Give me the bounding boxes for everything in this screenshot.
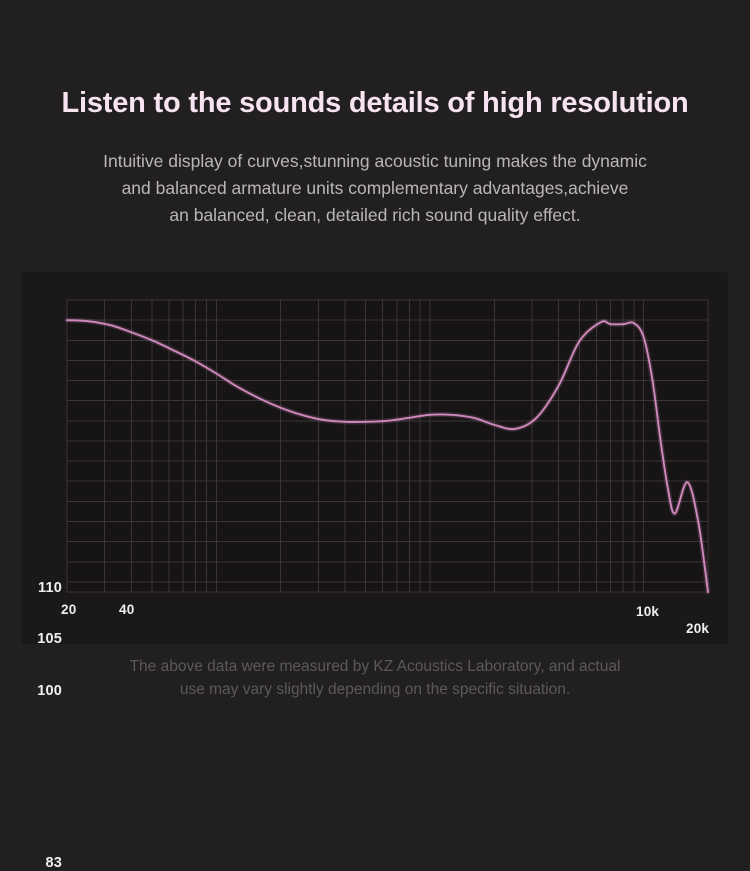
x-tick-label-20k: 20k xyxy=(686,621,710,636)
x-tick-label-10k: 10k xyxy=(636,604,660,619)
subcopy-line-1: Intuitive display of curves,stunning aco… xyxy=(103,151,647,171)
disclaimer-line-2: use may vary slightly depending on the s… xyxy=(179,681,571,699)
y-tick-label-83: 83 xyxy=(45,855,62,871)
frequency-response-plot xyxy=(64,299,711,595)
subcopy-line-2: and balanced armature units complementar… xyxy=(121,178,629,199)
page-title: Listen to the sounds details of high res… xyxy=(61,87,689,119)
y-tick-label-100: 100 xyxy=(37,683,62,699)
plot-area: 110 105 100 83 20 40 10k 20k xyxy=(22,272,728,871)
x-tick-label-20: 20 xyxy=(61,602,77,617)
frequency-response-chart-panel: 110 105 100 83 20 40 10k 20k xyxy=(22,272,728,871)
promo-page: Listen to the sounds details of high res… xyxy=(22,87,728,871)
y-tick-label-105: 105 xyxy=(37,631,62,647)
disclaimer-line-1: The above data were measured by KZ Acous… xyxy=(129,658,621,675)
disclaimer-note: The above data were measured by KZ Acous… xyxy=(60,655,690,702)
x-tick-label-40: 40 xyxy=(119,602,135,617)
y-tick-label-110: 110 xyxy=(38,580,62,596)
page-subcopy: Intuitive display of curves,stunning aco… xyxy=(40,148,710,229)
subcopy-line-3: an balanced, clean, detailed rich sound … xyxy=(169,205,581,226)
